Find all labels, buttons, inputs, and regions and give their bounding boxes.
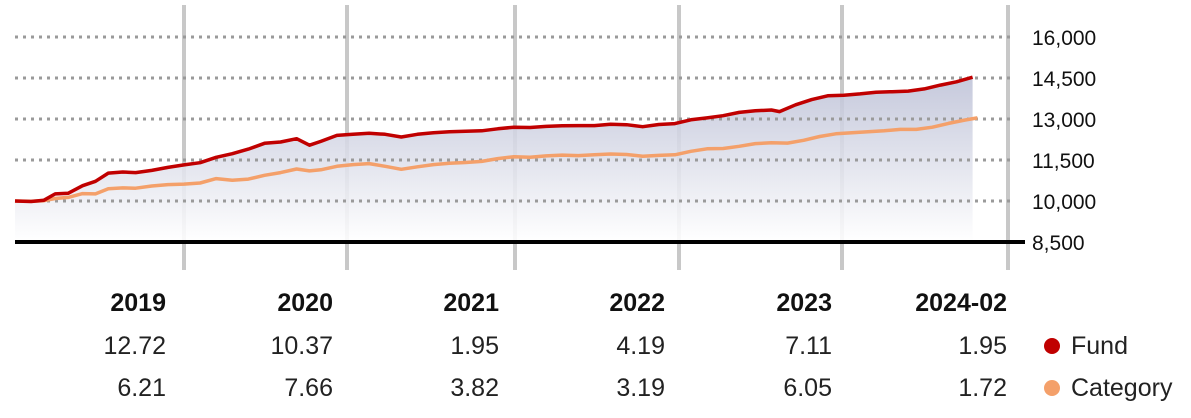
y-axis-ticks: 16,000 14,500 13,000 11,500 10,000 8,500 bbox=[1032, 27, 1096, 255]
table-cell-category: 6.21 bbox=[117, 374, 166, 402]
table-column-header: 2022 bbox=[609, 289, 665, 317]
legend-marker-fund bbox=[1044, 338, 1060, 354]
y-tick-label: 10,000 bbox=[1032, 191, 1096, 214]
legend: Fund Category bbox=[1044, 332, 1173, 402]
fund-line bbox=[14, 75, 974, 204]
table-cell-category: 3.19 bbox=[616, 374, 665, 402]
horizontal-gridlines bbox=[15, 35, 1015, 203]
table-cell-category: 3.82 bbox=[450, 374, 499, 402]
legend-label-category: Category bbox=[1071, 374, 1173, 402]
legend-label-fund: Fund bbox=[1071, 332, 1128, 360]
table-column-header: 2019 bbox=[110, 289, 166, 317]
table-cell-fund: 10.37 bbox=[270, 332, 333, 360]
table-cell-fund: 1.95 bbox=[958, 332, 1007, 360]
table-cell-category: 6.05 bbox=[783, 374, 832, 402]
y-tick-label: 14,500 bbox=[1032, 68, 1096, 91]
table-column-header: 2020 bbox=[277, 289, 333, 317]
legend-marker-category bbox=[1044, 380, 1060, 396]
table-cell-category: 7.66 bbox=[284, 374, 333, 402]
y-tick-label: 11,500 bbox=[1032, 150, 1095, 173]
y-tick-label: 16,000 bbox=[1032, 27, 1096, 50]
table-column-header: 2021 bbox=[443, 289, 499, 317]
returns-table: 2019 2020 2021 2022 2023 2024-02 12.72 10.37 1.9… bbox=[103, 289, 1007, 402]
table-cell-fund: 1.95 bbox=[450, 332, 499, 360]
table-column-header: 2024-02 bbox=[915, 289, 1007, 317]
category-line bbox=[14, 116, 978, 204]
table-cell-fund: 7.11 bbox=[785, 332, 832, 360]
table-cell-category: 1.72 bbox=[958, 374, 1007, 402]
table-cell-fund: 4.19 bbox=[616, 332, 665, 360]
table-cell-fund: 12.72 bbox=[103, 332, 166, 360]
y-tick-label: 13,000 bbox=[1032, 109, 1096, 132]
table-column-header: 2023 bbox=[776, 289, 832, 317]
y-tick-label: 8,500 bbox=[1032, 232, 1085, 255]
